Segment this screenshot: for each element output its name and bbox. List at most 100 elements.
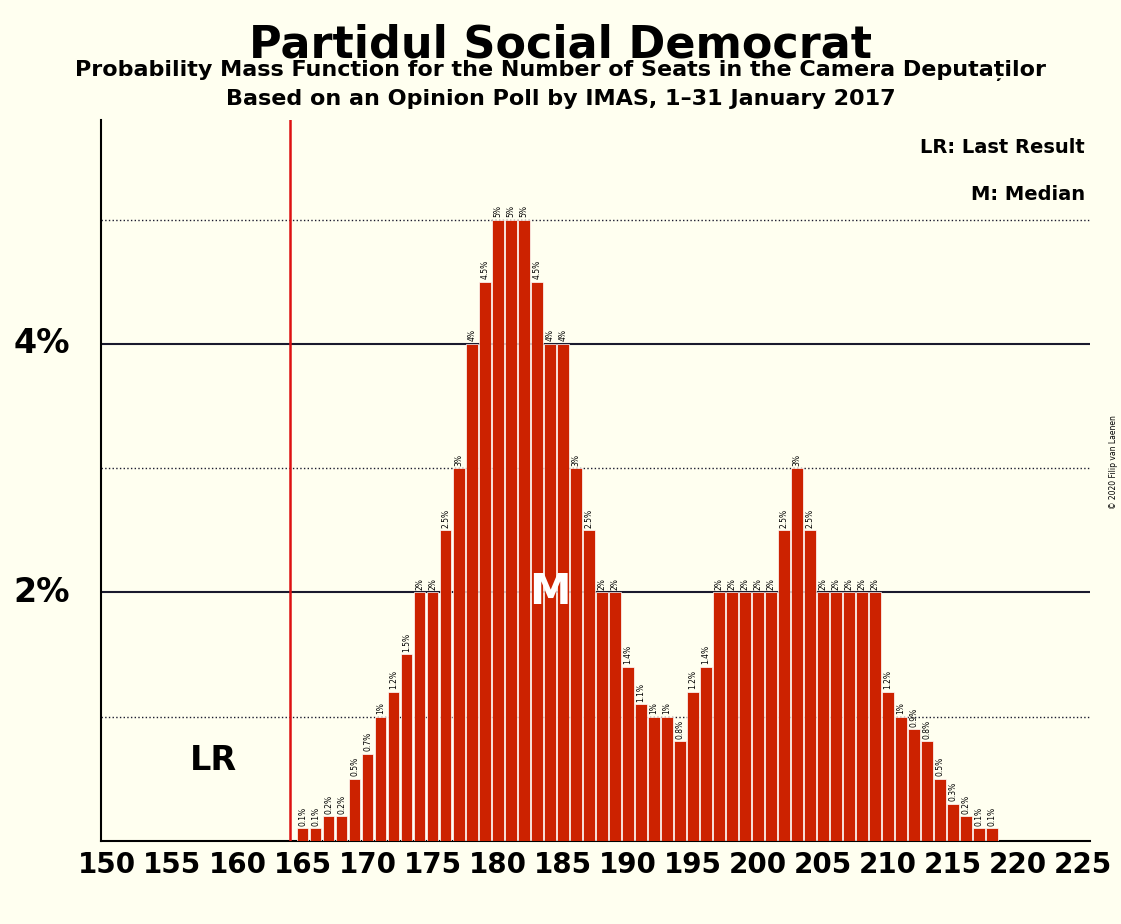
Text: 2%: 2%: [714, 578, 723, 590]
Text: 3%: 3%: [572, 454, 581, 466]
Text: 2%: 2%: [858, 578, 867, 590]
Text: 0.5%: 0.5%: [936, 757, 945, 776]
Bar: [817, 592, 828, 841]
Bar: [648, 717, 659, 841]
Bar: [349, 779, 361, 841]
Bar: [557, 344, 568, 841]
Text: 2.5%: 2.5%: [442, 508, 451, 528]
Text: 1.2%: 1.2%: [883, 670, 892, 689]
Bar: [544, 344, 556, 841]
Text: 5%: 5%: [507, 205, 516, 217]
Bar: [427, 592, 438, 841]
Bar: [583, 530, 594, 841]
Bar: [739, 592, 751, 841]
Bar: [791, 468, 803, 841]
Text: 2%: 2%: [428, 578, 437, 590]
Text: 0.2%: 0.2%: [324, 795, 333, 813]
Bar: [843, 592, 855, 841]
Bar: [973, 829, 985, 841]
Bar: [596, 592, 608, 841]
Bar: [674, 741, 686, 841]
Text: 2%: 2%: [844, 578, 853, 590]
Text: 1.4%: 1.4%: [623, 645, 632, 664]
Text: 4%: 4%: [558, 329, 567, 341]
Bar: [882, 692, 893, 841]
Bar: [896, 717, 907, 841]
Bar: [856, 592, 868, 841]
Bar: [908, 729, 920, 841]
Text: Partidul Social Democrat: Partidul Social Democrat: [249, 23, 872, 67]
Bar: [687, 692, 698, 841]
Bar: [309, 829, 322, 841]
Text: 0.8%: 0.8%: [923, 720, 932, 739]
Text: 2%: 2%: [610, 578, 619, 590]
Text: LR: Last Result: LR: Last Result: [920, 139, 1085, 157]
Bar: [726, 592, 738, 841]
Text: Probability Mass Function for the Number of Seats in the Camera Deputaților: Probability Mass Function for the Number…: [75, 60, 1046, 81]
Text: 5%: 5%: [493, 205, 502, 217]
Text: 3%: 3%: [793, 454, 802, 466]
Text: 2.5%: 2.5%: [805, 508, 815, 528]
Bar: [323, 816, 334, 841]
Text: 0.2%: 0.2%: [962, 795, 971, 813]
Text: 2%: 2%: [767, 578, 776, 590]
Bar: [569, 468, 582, 841]
Bar: [830, 592, 842, 841]
Text: 0.3%: 0.3%: [948, 782, 957, 801]
Text: 0.7%: 0.7%: [363, 732, 372, 751]
Text: 5%: 5%: [519, 205, 528, 217]
Text: 1.1%: 1.1%: [637, 683, 646, 701]
Text: 2%: 2%: [597, 578, 606, 590]
Bar: [492, 220, 503, 841]
Bar: [765, 592, 777, 841]
Text: 2%: 2%: [740, 578, 749, 590]
Text: © 2020 Filip van Laenen: © 2020 Filip van Laenen: [1109, 415, 1118, 509]
Bar: [335, 816, 348, 841]
Bar: [961, 816, 972, 841]
Text: LR: LR: [191, 744, 238, 776]
Bar: [414, 592, 426, 841]
Bar: [362, 754, 373, 841]
Text: 2%: 2%: [753, 578, 762, 590]
Text: 1.4%: 1.4%: [702, 645, 711, 664]
Text: 4%: 4%: [13, 327, 70, 360]
Text: 2%: 2%: [818, 578, 827, 590]
Bar: [700, 667, 712, 841]
Bar: [778, 530, 789, 841]
Bar: [986, 829, 998, 841]
Text: 1.2%: 1.2%: [389, 670, 398, 689]
Text: M: M: [529, 571, 571, 614]
Text: 2%: 2%: [13, 576, 70, 609]
Bar: [504, 220, 517, 841]
Text: 1%: 1%: [376, 702, 386, 714]
Bar: [804, 530, 816, 841]
Text: 4.5%: 4.5%: [532, 260, 541, 279]
Bar: [453, 468, 464, 841]
Bar: [752, 592, 763, 841]
Text: 0.9%: 0.9%: [909, 707, 918, 726]
Bar: [921, 741, 933, 841]
Text: Based on an Opinion Poll by IMAS, 1–31 January 2017: Based on an Opinion Poll by IMAS, 1–31 J…: [225, 89, 896, 109]
Text: 0.8%: 0.8%: [675, 720, 684, 739]
Bar: [947, 804, 958, 841]
Text: 0.1%: 0.1%: [298, 807, 307, 826]
Bar: [661, 717, 673, 841]
Text: 0.1%: 0.1%: [311, 807, 321, 826]
Text: 2.5%: 2.5%: [584, 508, 593, 528]
Text: 2%: 2%: [415, 578, 424, 590]
Bar: [518, 220, 529, 841]
Text: 1%: 1%: [663, 702, 671, 714]
Text: 1%: 1%: [649, 702, 658, 714]
Bar: [531, 282, 543, 841]
Bar: [622, 667, 633, 841]
Text: 0.2%: 0.2%: [337, 795, 346, 813]
Text: 2%: 2%: [870, 578, 880, 590]
Text: 3%: 3%: [454, 454, 463, 466]
Text: 1.2%: 1.2%: [688, 670, 697, 689]
Bar: [634, 704, 647, 841]
Bar: [374, 717, 387, 841]
Text: 1%: 1%: [897, 702, 906, 714]
Bar: [934, 779, 946, 841]
Text: 0.1%: 0.1%: [974, 807, 983, 826]
Bar: [466, 344, 478, 841]
